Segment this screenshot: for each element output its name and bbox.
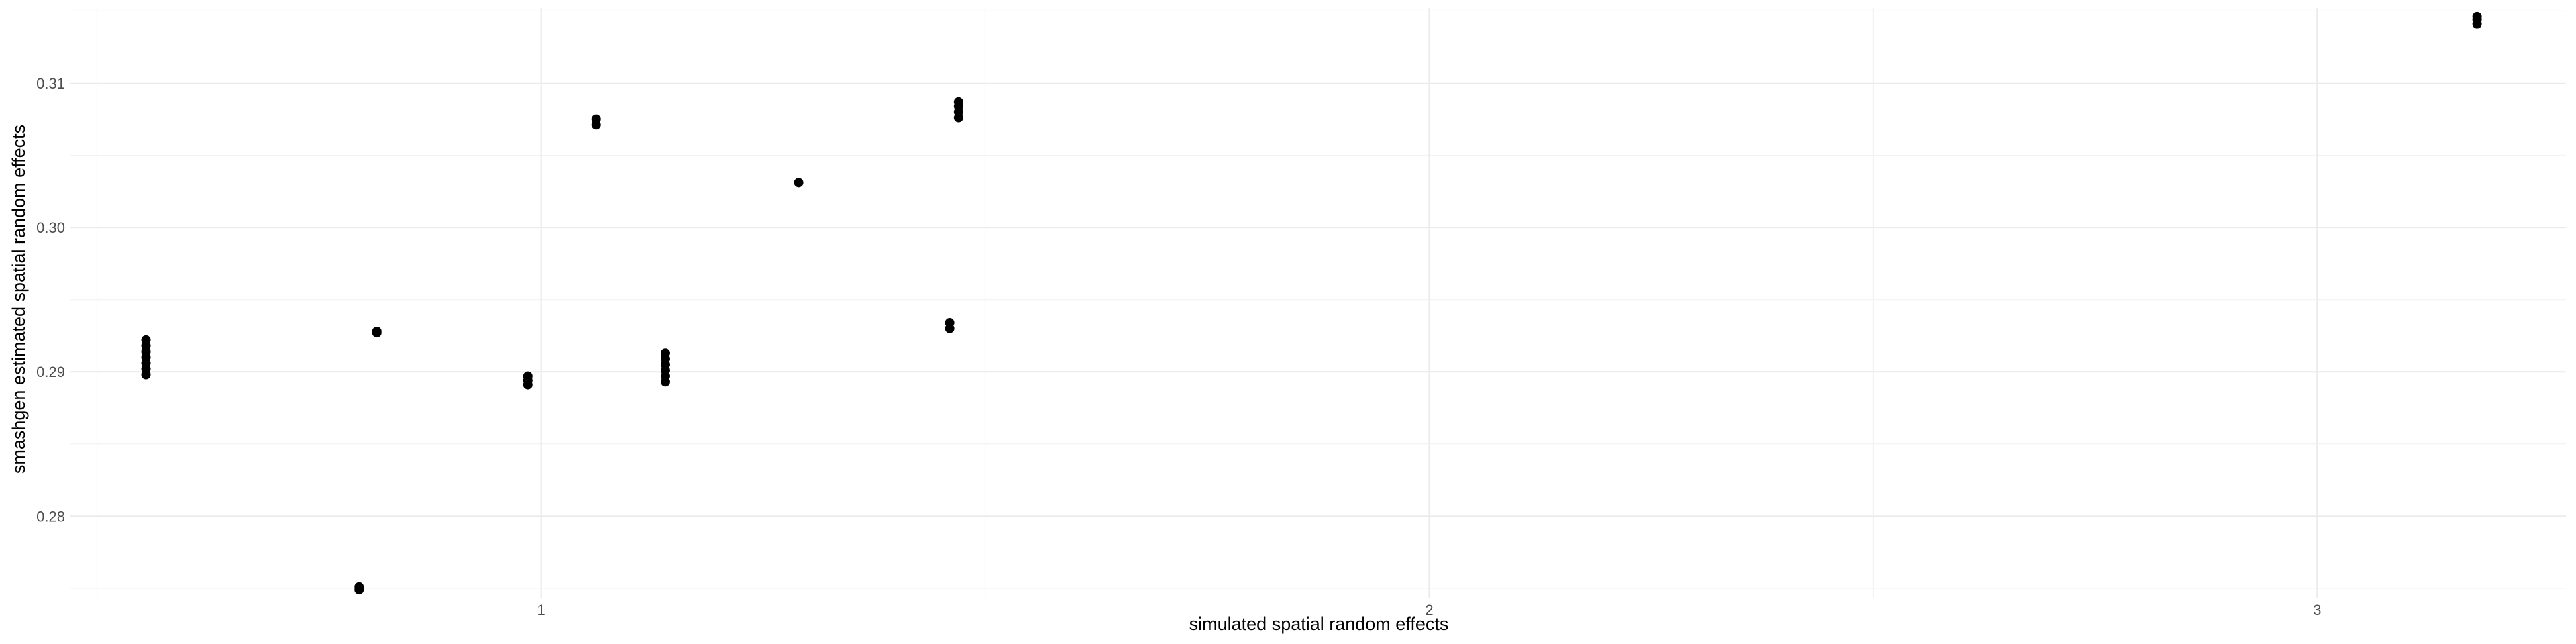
data-point <box>953 97 963 107</box>
data-point <box>945 318 955 328</box>
data-point <box>2472 11 2482 21</box>
data-point <box>794 178 804 188</box>
data-points <box>141 11 2482 595</box>
y-axis-ticks: 0.28 0.29 0.30 0.31 <box>36 75 65 525</box>
data-point <box>660 348 670 358</box>
x-tick-label: 2 <box>1425 602 1433 619</box>
grid-lines <box>70 8 2566 598</box>
x-tick-label: 1 <box>537 602 545 619</box>
y-tick-label: 0.29 <box>36 364 65 380</box>
data-point <box>141 335 151 345</box>
data-point <box>591 114 601 124</box>
y-tick-label: 0.31 <box>36 75 65 92</box>
y-axis-title: smashgen estimated spatial random effect… <box>9 125 29 474</box>
x-axis-title: simulated spatial random effects <box>1189 614 1449 634</box>
y-tick-label: 0.28 <box>36 508 65 525</box>
data-point <box>523 371 533 381</box>
x-axis-ticks: 1 2 3 <box>537 602 2322 619</box>
x-tick-label: 3 <box>2313 602 2321 619</box>
data-point <box>372 326 382 336</box>
y-tick-label: 0.30 <box>36 219 65 236</box>
data-point <box>354 582 364 592</box>
